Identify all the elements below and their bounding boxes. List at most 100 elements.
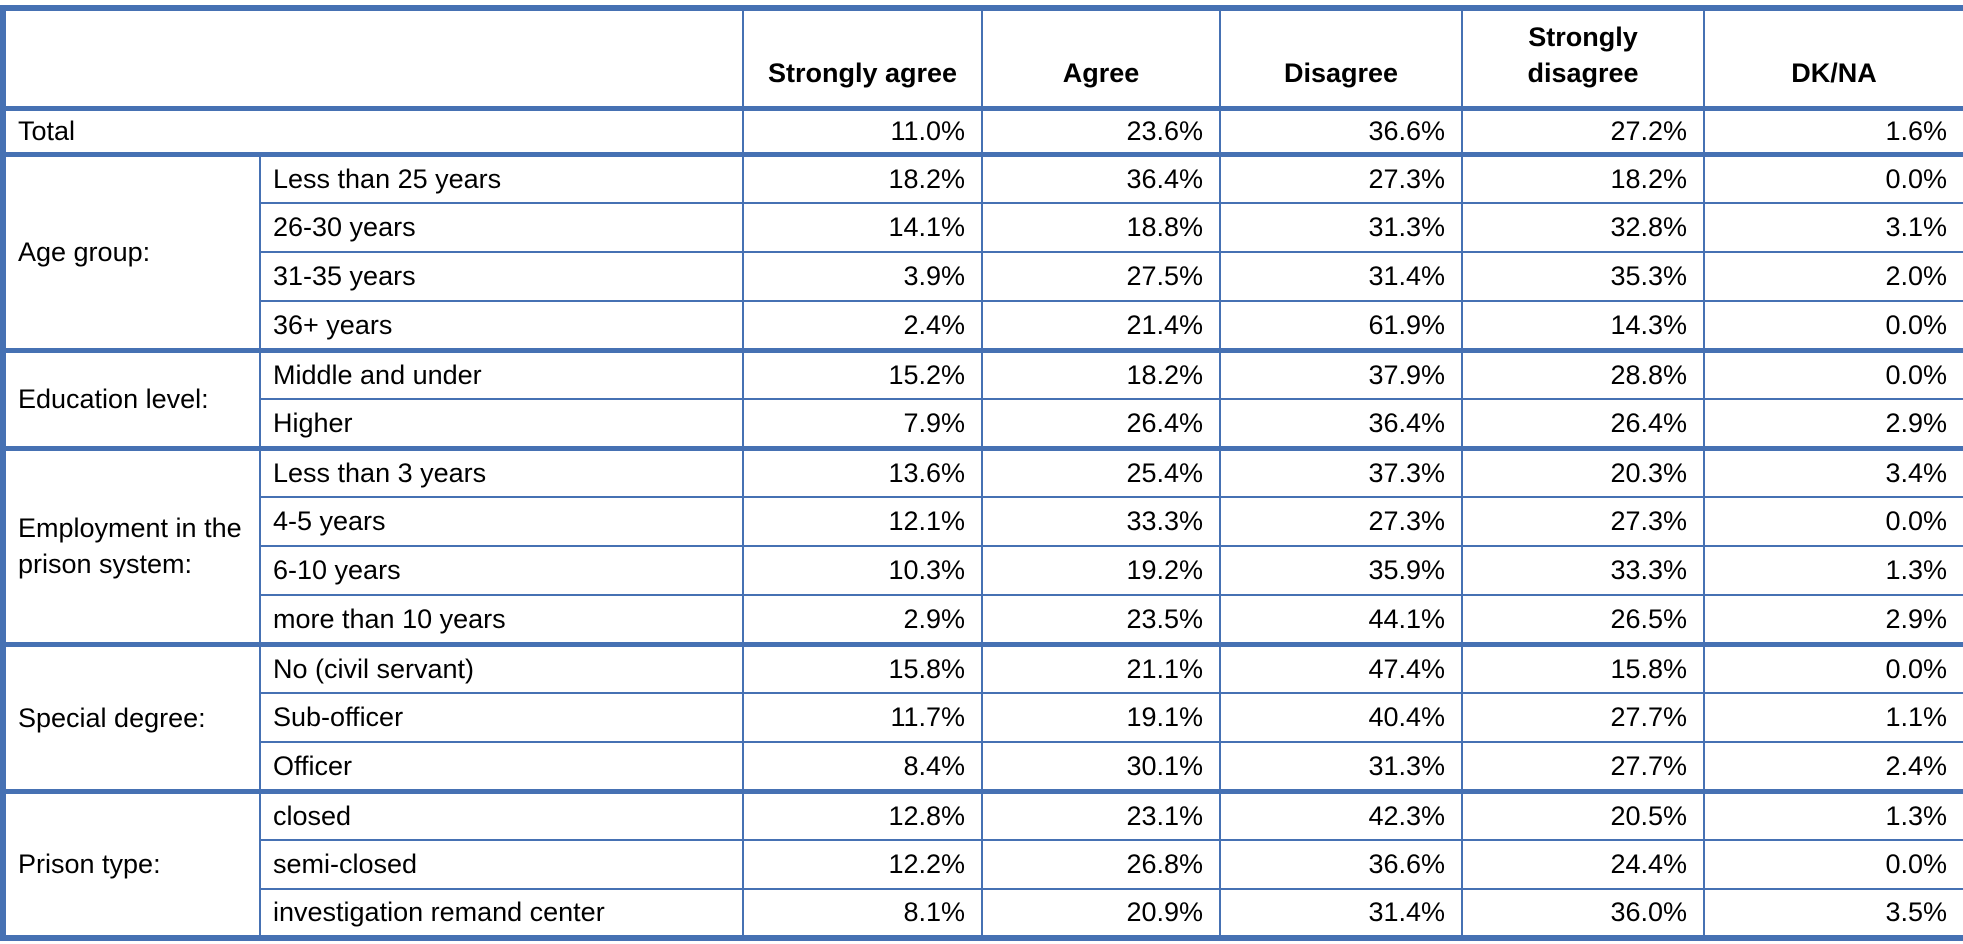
value-cell: 0.0% [1703,839,1963,891]
value-cell: 2.0% [1703,251,1963,303]
value-cell: 26.5% [1461,594,1705,646]
value-cell: 19.1% [981,692,1221,744]
table-row: 4-5 years 12.1% 33.3% 27.3% 27.3% 0.0% [3,496,1963,548]
value-cell: 3.9% [742,251,983,303]
value-cell: 1.3% [1703,545,1963,597]
row-label: 4-5 years [259,496,744,548]
value-cell: 27.5% [981,251,1221,303]
table-row: Higher 7.9% 26.4% 36.4% 26.4% 2.9% [3,398,1963,450]
value-cell: 12.1% [742,496,983,548]
table-row: 26-30 years 14.1% 18.8% 31.3% 32.8% 3.1% [3,202,1963,254]
value-cell: 19.2% [981,545,1221,597]
value-cell: 31.3% [1219,202,1463,254]
value-cell: 26.8% [981,839,1221,891]
value-cell: 40.4% [1219,692,1463,744]
value-cell: 23.6% [981,105,1221,156]
group-label-special-degree: Special degree: [2,641,261,793]
value-cell: 28.8% [1461,347,1705,401]
header-row: Strongly agree Agree Disagree Strongly d… [2,6,1963,110]
value-cell: 27.3% [1219,151,1463,205]
value-cell: 1.6% [1703,105,1963,156]
value-cell: 7.9% [742,398,983,450]
row-label: Middle and under [259,347,744,401]
value-cell: 23.1% [981,788,1221,842]
value-cell: 25.4% [981,445,1221,499]
value-cell: 24.4% [1461,839,1705,891]
value-cell: 27.7% [1461,692,1705,744]
col-header-strongly-agree: Strongly agree [742,6,983,110]
value-cell: 3.1% [1703,202,1963,254]
col-header-dk-na: DK/NA [1703,6,1963,110]
value-cell: 47.4% [1219,641,1463,695]
value-cell: 2.9% [742,594,983,646]
value-cell: 3.5% [1703,888,1963,940]
value-cell: 35.9% [1219,545,1463,597]
value-cell: 31.4% [1219,888,1463,940]
corner-cell [2,6,744,110]
value-cell: 37.3% [1219,445,1463,499]
row-label: 26-30 years [259,202,744,254]
group-label-employment: Employment in the prison system: [2,445,261,646]
value-cell: 26.4% [1461,398,1705,450]
value-cell: 27.3% [1461,496,1705,548]
value-cell: 11.0% [742,105,983,156]
table-row: Special degree: No (civil servant) 15.8%… [2,641,1963,793]
value-cell: 33.3% [1461,545,1705,597]
value-cell: 15.8% [742,641,983,695]
value-cell: 8.1% [742,888,983,940]
table-row: more than 10 years 2.9% 23.5% 44.1% 26.5… [3,594,1963,646]
table-row: Age group: Less than 25 years 18.2% 36.4… [2,151,1963,352]
table-row: semi-closed 12.2% 26.8% 36.6% 24.4% 0.0% [3,839,1963,891]
col-header-strongly-disagree: Strongly disagree [1461,6,1705,110]
col-header-disagree: Disagree [1219,6,1463,110]
value-cell: 20.3% [1461,445,1705,499]
table-row: 6-10 years 10.3% 19.2% 35.9% 33.3% 1.3% [3,545,1963,597]
table-row: Prison type: closed 12.8% 23.1% 42.3% 20… [2,788,1963,940]
value-cell: 12.2% [742,839,983,891]
value-cell: 2.9% [1703,594,1963,646]
row-label: Officer [259,741,744,793]
value-cell: 15.2% [742,347,983,401]
row-label: Less than 3 years [259,445,744,499]
value-cell: 31.3% [1219,741,1463,793]
value-cell: 30.1% [981,741,1221,793]
value-cell: 27.3% [1219,496,1463,548]
value-cell: 35.3% [1461,251,1705,303]
col-header-agree: Agree [981,6,1221,110]
value-cell: 36.6% [1219,839,1463,891]
row-label: Higher [259,398,744,450]
value-cell: 37.9% [1219,347,1463,401]
value-cell: 1.3% [1703,788,1963,842]
value-cell: 36.4% [1219,398,1463,450]
value-cell: 0.0% [1703,151,1963,205]
value-cell: 36.0% [1461,888,1705,940]
value-cell: 10.3% [742,545,983,597]
value-cell: 8.4% [742,741,983,793]
group-label-prison-type: Prison type: [2,788,261,940]
value-cell: 0.0% [1703,496,1963,548]
table-row: 31-35 years 3.9% 27.5% 31.4% 35.3% 2.0% [3,251,1963,303]
row-label: more than 10 years [259,594,744,646]
row-label: investigation remand center [259,888,744,940]
value-cell: 36.6% [1219,105,1463,156]
value-cell: 0.0% [1703,300,1963,352]
value-cell: 13.6% [742,445,983,499]
value-cell: 2.4% [742,300,983,352]
value-cell: 14.3% [1461,300,1705,352]
table-row: investigation remand center 8.1% 20.9% 3… [3,888,1963,940]
value-cell: 36.4% [981,151,1221,205]
row-label: 6-10 years [259,545,744,597]
row-label: semi-closed [259,839,744,891]
row-label: 31-35 years [259,251,744,303]
value-cell: 15.8% [1461,641,1705,695]
value-cell: 2.9% [1703,398,1963,450]
table-row: 36+ years 2.4% 21.4% 61.9% 14.3% 0.0% [3,300,1963,352]
row-label: Less than 25 years [259,151,744,205]
row-label-total: Total [2,105,744,156]
value-cell: 26.4% [981,398,1221,450]
value-cell: 2.4% [1703,741,1963,793]
value-cell: 0.0% [1703,347,1963,401]
value-cell: 18.2% [981,347,1221,401]
table-row: Employment in the prison system: Less th… [2,445,1963,646]
